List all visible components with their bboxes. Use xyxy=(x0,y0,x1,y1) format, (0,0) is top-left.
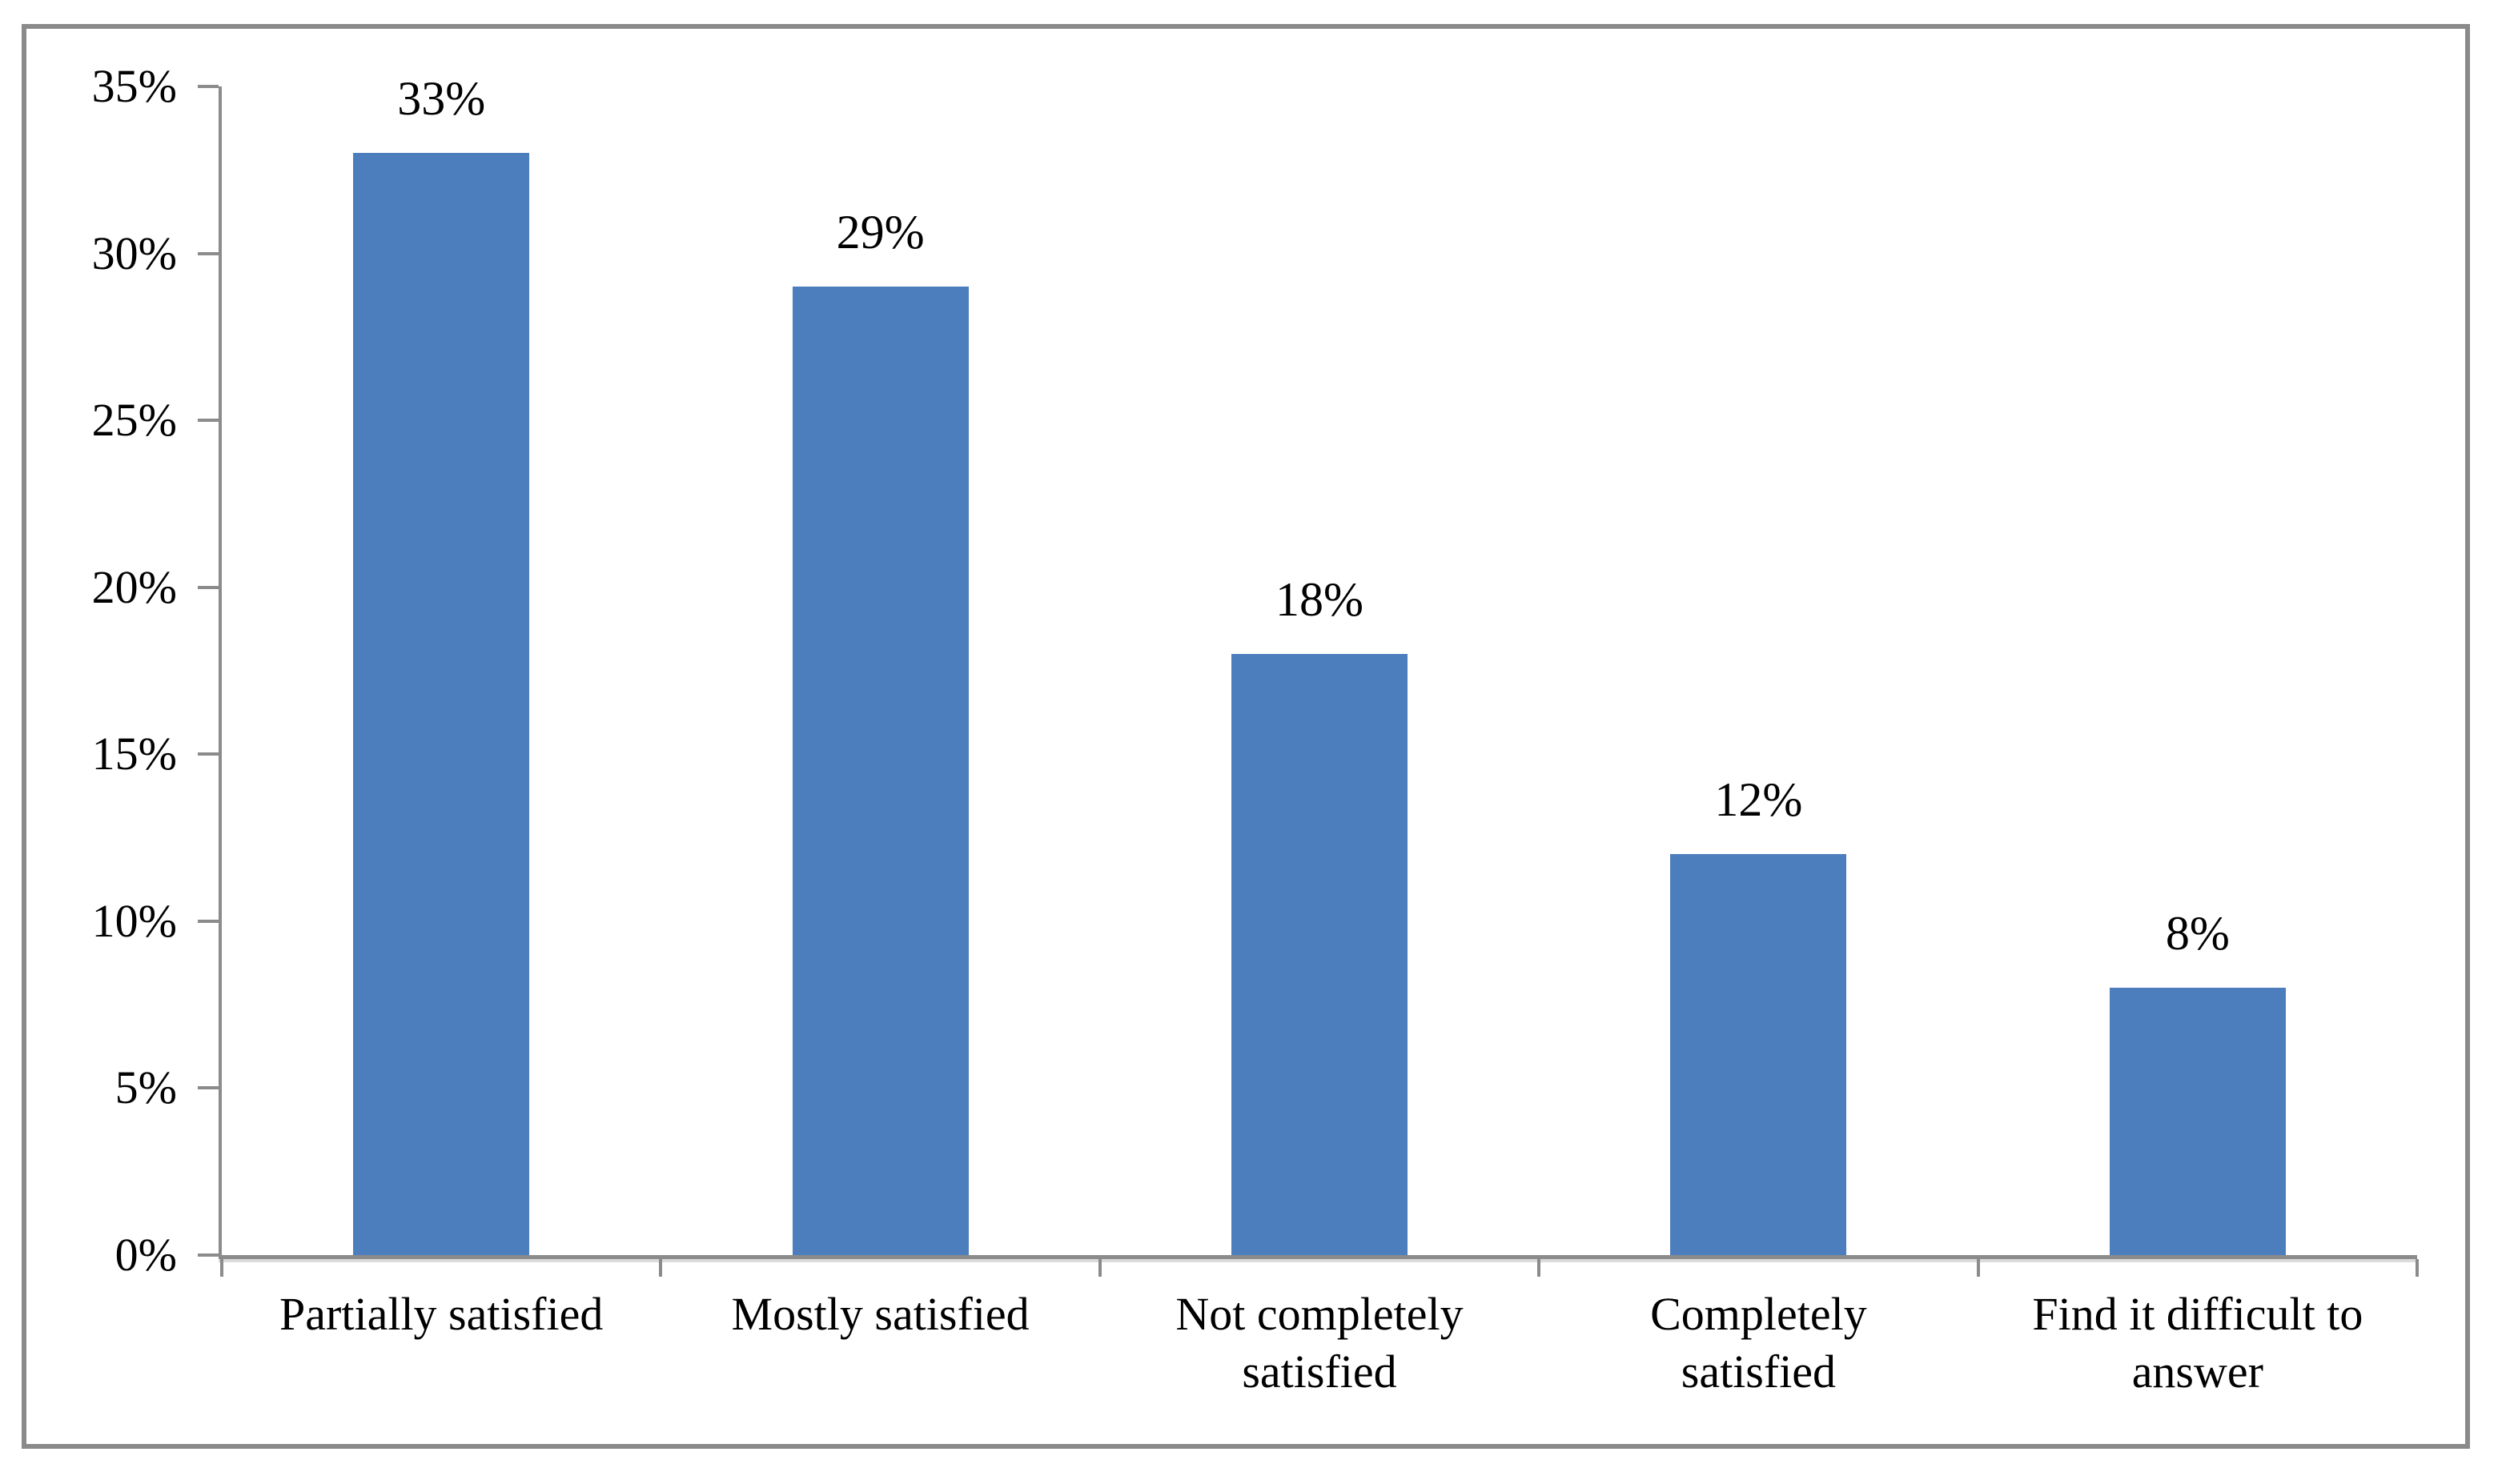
y-tick-label: 35% xyxy=(91,60,177,112)
bar-column: 29% Mostly satisfied xyxy=(661,86,1099,1340)
bar xyxy=(353,153,530,1255)
bar xyxy=(2109,988,2286,1255)
x-tick xyxy=(220,1259,223,1277)
y-tick-label: 25% xyxy=(91,394,177,447)
y-tick-label: 30% xyxy=(91,227,177,279)
category-label: Mostly satisfied xyxy=(731,1288,1030,1340)
x-tick xyxy=(1098,1259,1102,1277)
category-label: Find it difficult to answer xyxy=(2032,1288,2363,1398)
y-tick xyxy=(198,585,219,589)
x-tick xyxy=(2416,1259,2419,1277)
bar-value-label: 12% xyxy=(1714,773,1803,827)
y-tick xyxy=(198,85,219,88)
y-tick-label: 15% xyxy=(91,728,177,780)
y-tick-label: 0% xyxy=(114,1229,177,1281)
bar xyxy=(1231,654,1408,1255)
bars-container: 33% Partially satisfied 29% Mostly satisfie… xyxy=(222,74,2417,1398)
y-tick xyxy=(198,1086,219,1090)
x-tick xyxy=(659,1259,663,1277)
bar xyxy=(1670,854,1847,1255)
category-label: Partially satisfied xyxy=(279,1288,604,1340)
y-tick xyxy=(198,919,219,923)
y-tick xyxy=(198,752,219,756)
category-label: Completely satisfied xyxy=(1650,1288,1867,1398)
y-tick-label: 10% xyxy=(91,894,177,947)
y-tick xyxy=(198,419,219,423)
bar-column: 12% Completely satisfied xyxy=(1539,86,1978,1398)
y-tick-label: 20% xyxy=(91,560,177,613)
bar-value-label: 8% xyxy=(2165,907,2230,961)
plot-area: 0% 5% 10% 15% 20% 25% 30% 35% 33% Partially sati… xyxy=(92,63,2419,1398)
category-label: Not completely satisfied xyxy=(1175,1288,1464,1398)
y-tick xyxy=(198,1253,219,1257)
bar-value-label: 33% xyxy=(397,72,486,126)
x-tick xyxy=(1976,1259,1980,1277)
y-tick-label: 5% xyxy=(114,1061,177,1114)
bar-value-label: 18% xyxy=(1275,573,1364,627)
bar-value-label: 29% xyxy=(836,206,925,259)
bar-column: 33% Partially satisfied xyxy=(222,74,661,1340)
bar xyxy=(792,287,969,1255)
bar-column: 18% Not completely satisfied xyxy=(1100,86,1539,1398)
y-tick xyxy=(198,251,219,255)
bar-column: 8% Find it difficult to answer xyxy=(1978,86,2417,1398)
x-tick xyxy=(1537,1259,1541,1277)
